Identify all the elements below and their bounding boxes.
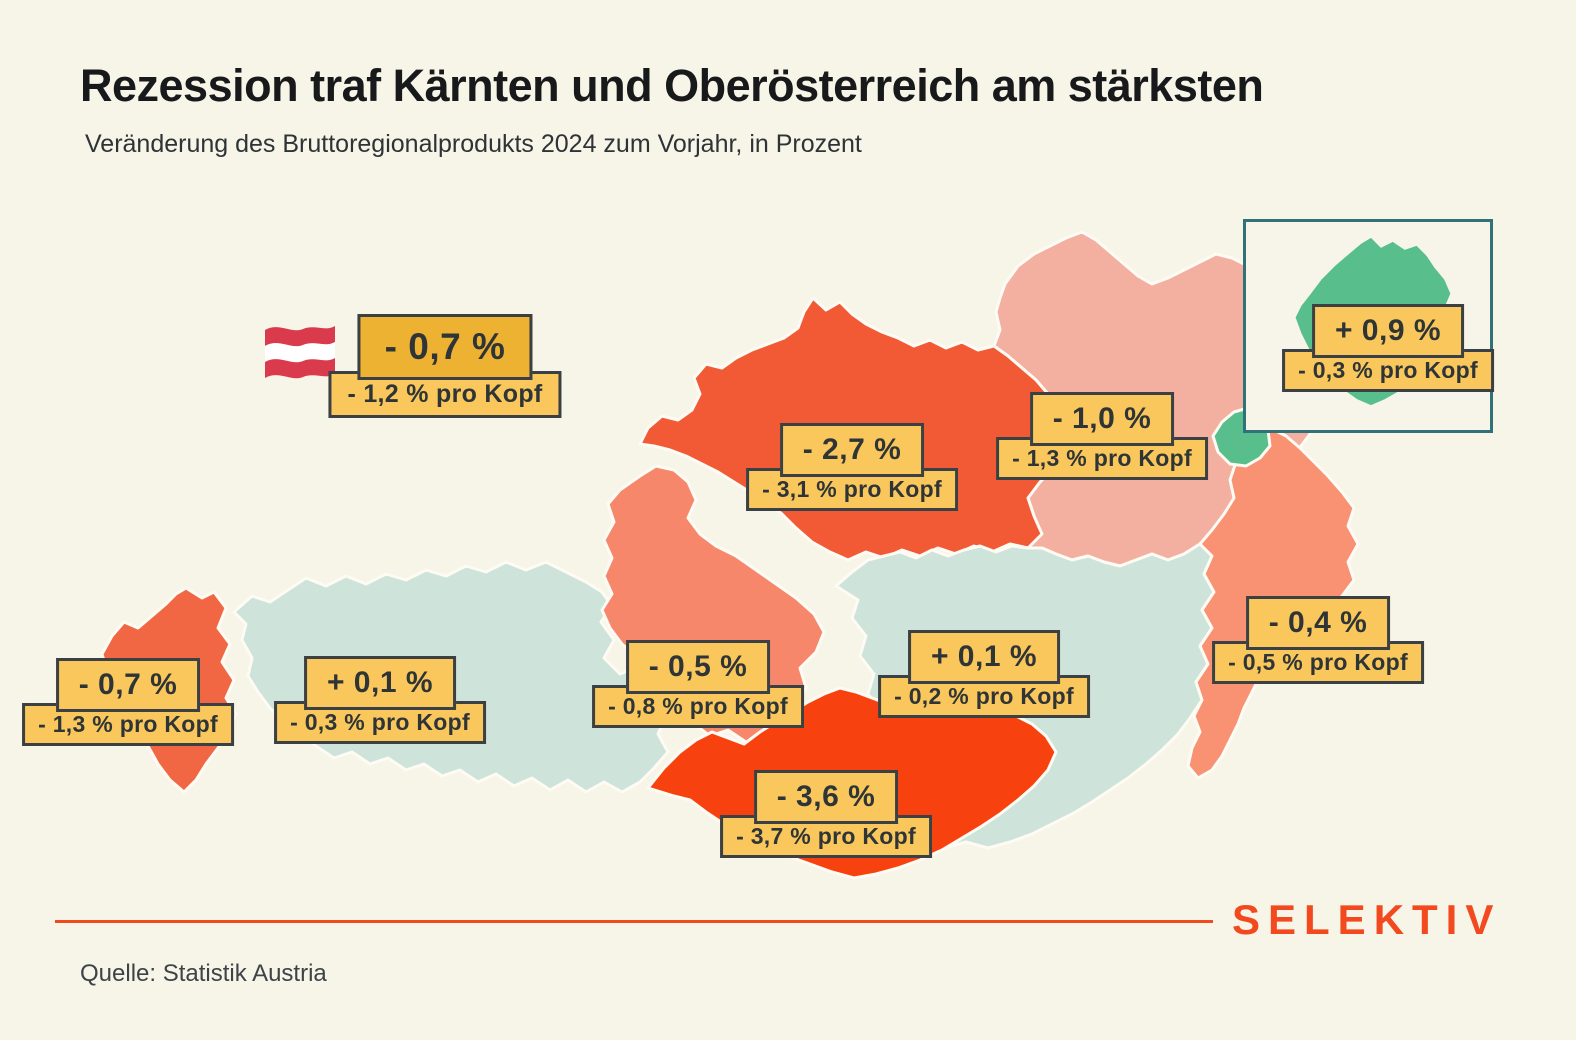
divider-line xyxy=(55,920,1213,923)
label-wien: + 0,9 % - 0,3 % pro Kopf xyxy=(1282,304,1494,392)
burgenland-value: - 0,4 % xyxy=(1245,596,1391,650)
tirol-value: + 0,1 % xyxy=(303,656,457,710)
kaernten-value: - 3,6 % xyxy=(753,770,899,824)
label-kaernten: - 3,6 % - 3,7 % pro Kopf xyxy=(720,770,932,858)
niederoesterreich-value: - 1,0 % xyxy=(1029,392,1175,446)
label-salzburg: - 0,5 % - 0,8 % pro Kopf xyxy=(592,640,804,728)
label-vorarlberg: - 0,7 % - 1,3 % pro Kopf xyxy=(22,658,234,746)
label-niederoesterreich: - 1,0 % - 1,3 % pro Kopf xyxy=(996,392,1208,480)
austria-value: - 0,7 % xyxy=(357,314,533,380)
label-burgenland: - 0,4 % - 0,5 % pro Kopf xyxy=(1212,596,1424,684)
label-tirol: + 0,1 % - 0,3 % pro Kopf xyxy=(274,656,486,744)
page-subtitle: Veränderung des Bruttoregionalprodukts 2… xyxy=(85,130,862,158)
brand-logo: SELEKTIV xyxy=(1232,896,1502,943)
wien-value: + 0,9 % xyxy=(1311,304,1465,358)
page-title: Rezession traf Kärnten und Oberösterreic… xyxy=(80,60,1264,111)
label-austria: - 0,7 % - 1,2 % pro Kopf xyxy=(328,314,562,418)
oberoesterreich-value: - 2,7 % xyxy=(779,423,925,477)
source-note: Quelle: Statistik Austria xyxy=(80,960,327,987)
label-oberoesterreich: - 2,7 % - 3,1 % pro Kopf xyxy=(746,423,958,511)
salzburg-value: - 0,5 % xyxy=(625,640,771,694)
austria-flag-icon xyxy=(265,326,335,379)
steiermark-value: + 0,1 % xyxy=(907,630,1061,684)
vorarlberg-value: - 0,7 % xyxy=(55,658,201,712)
label-steiermark: + 0,1 % - 0,2 % pro Kopf xyxy=(878,630,1090,718)
